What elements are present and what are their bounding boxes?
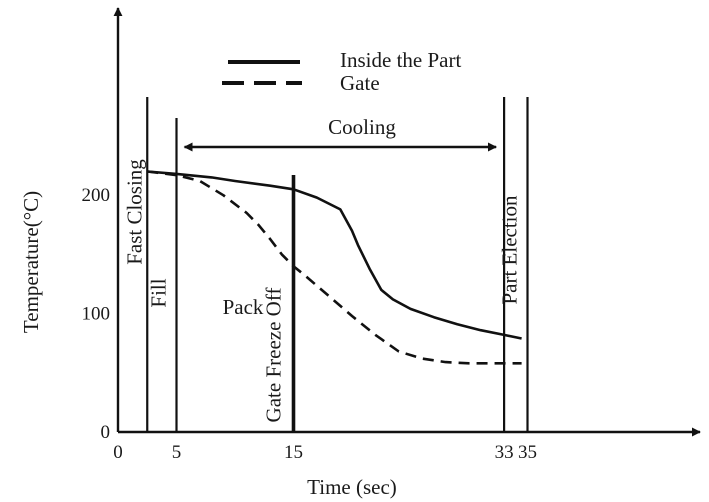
data-series: [147, 170, 522, 365]
x-tick-label: 33: [495, 442, 514, 463]
legend-label: Inside the Part: [340, 48, 461, 72]
pack-label: Pack: [223, 295, 264, 319]
phase-label: Gate Freeze Off: [262, 288, 286, 423]
axes: [113, 7, 701, 437]
series-line: [147, 170, 522, 340]
phase-label: Part Election: [498, 195, 522, 305]
y-tick-label: 0: [101, 422, 111, 443]
x-axis-label: Time (sec): [307, 475, 397, 499]
legend-label: Gate: [340, 71, 380, 95]
x-tick-label: 35: [518, 442, 537, 463]
x-tick-label: 15: [284, 442, 303, 463]
series-line: [147, 170, 522, 365]
y-axis-label: Temperature(°C): [19, 191, 43, 333]
x-tick-label: 5: [172, 442, 182, 463]
cooling-label: Cooling: [328, 115, 396, 139]
phase-label: Fast Closing: [122, 159, 146, 265]
phase-label: Fill: [147, 278, 171, 307]
annotations: Cooling Pack: [183, 115, 498, 319]
tick-labels: 0 5 15 33 35 0 100 200 Time (sec) Temperature(°C): [19, 185, 537, 499]
x-tick-label: 0: [113, 442, 123, 463]
y-tick-label: 100: [82, 304, 111, 325]
y-tick-label: 200: [82, 185, 111, 206]
